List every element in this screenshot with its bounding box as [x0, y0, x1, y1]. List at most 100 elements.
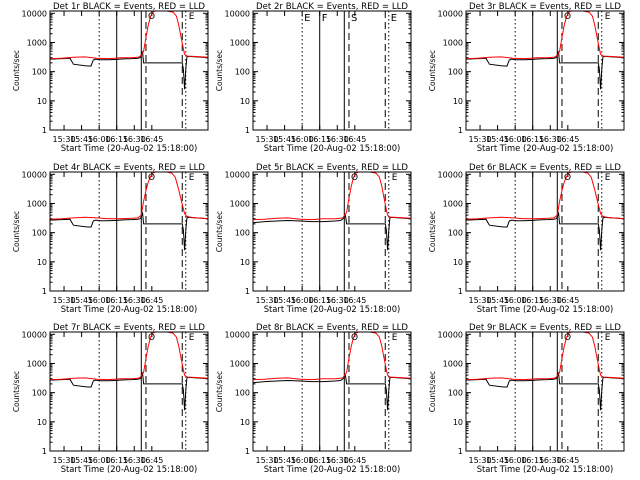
x-tick-label: 16:15	[308, 296, 331, 305]
flare-marker-glyph: E	[189, 173, 195, 183]
x-tick-label: 15:45	[70, 456, 93, 465]
panel-title: Det 5r BLACK = Events, RED = LLD	[256, 163, 408, 173]
plot-frame	[252, 10, 412, 131]
x-tick-label: 16:00	[88, 456, 111, 465]
plot-frame	[49, 331, 209, 452]
y-tick-label: 1	[42, 126, 47, 135]
y-tick-label: 1	[42, 447, 47, 456]
x-tick-label: 16:30	[539, 456, 562, 465]
events-curve	[466, 372, 624, 411]
flare-marker-glyph: E	[392, 173, 398, 183]
y-axis-label: Counts/sec	[12, 211, 21, 252]
x-tick-label: 15:45	[486, 135, 509, 144]
flare-marker-glyph: E	[605, 12, 611, 22]
x-tick-label: 16:00	[504, 296, 527, 305]
y-tick-label: 10	[240, 418, 250, 427]
x-axis-label: Start Time (20-Aug-02 15:18:00)	[61, 143, 198, 153]
lld-curve	[50, 332, 208, 381]
x-tick-label: 16:15	[105, 135, 128, 144]
y-tick-label: 10	[37, 418, 47, 427]
plot-frame	[252, 331, 412, 452]
panel-det-3: Det 3r BLACK = Events, RED = LLD 1 10 100 10…	[428, 2, 625, 153]
y-tick-label: 10	[37, 97, 47, 106]
x-tick-label: 15:45	[70, 135, 93, 144]
time-marker-label: E	[391, 13, 397, 24]
y-tick-label: 100	[448, 229, 463, 238]
y-tick-label: 100	[32, 68, 47, 77]
y-tick-label: 100	[235, 389, 250, 398]
flare-marker-glyph: E	[189, 333, 195, 343]
x-axis-label: Start Time (20-Aug-02 15:18:00)	[61, 464, 198, 474]
y-tick-label: 1	[245, 287, 250, 296]
x-tick-label: 16:30	[123, 135, 146, 144]
flare-marker-glyph: O	[564, 173, 571, 183]
x-tick-label: 15:30	[469, 135, 492, 144]
y-tick-label: 1000	[27, 38, 47, 47]
y-tick-label: 1000	[230, 359, 250, 368]
y-axis-label: Counts/sec	[428, 211, 437, 252]
plot-frame	[252, 171, 412, 292]
y-tick-label: 10000	[438, 330, 463, 339]
x-tick-label: 16:45	[556, 456, 579, 465]
y-tick-label: 1	[42, 287, 47, 296]
x-tick-label: 15:45	[486, 456, 509, 465]
y-tick-label: 100	[32, 229, 47, 238]
x-tick-label: 15:45	[70, 296, 93, 305]
lld-curve	[253, 332, 411, 381]
y-tick-label: 1000	[230, 38, 250, 47]
x-tick-label: 16:30	[123, 456, 146, 465]
flare-marker-glyph: O	[148, 173, 155, 183]
panel-title: Det 4r BLACK = Events, RED = LLD	[53, 163, 205, 173]
x-tick-label: 16:00	[504, 456, 527, 465]
x-axis-label: Start Time (20-Aug-02 15:18:00)	[264, 464, 401, 474]
x-tick-label: 15:30	[53, 135, 76, 144]
y-tick-label: 1000	[443, 38, 463, 47]
panel-title: Det 1r BLACK = Events, RED = LLD	[53, 2, 205, 12]
y-tick-label: 1000	[230, 199, 250, 208]
x-tick-label: 16:15	[105, 456, 128, 465]
events-curve	[466, 212, 624, 251]
flare-marker-glyph: O	[351, 173, 358, 183]
y-tick-label: 1000	[27, 199, 47, 208]
panel-title: Det 2r BLACK = Events, RED = LLD	[256, 2, 408, 12]
y-tick-label: 10000	[438, 9, 463, 18]
y-tick-label: 1000	[27, 359, 47, 368]
y-tick-label: 100	[448, 389, 463, 398]
y-tick-label: 1	[458, 126, 463, 135]
panel-det-9: Det 9r BLACK = Events, RED = LLD 1 10 100 10…	[428, 323, 625, 474]
flare-marker-glyph: E	[605, 173, 611, 183]
x-axis-label: Start Time (20-Aug-02 15:18:00)	[61, 304, 198, 314]
plot-frame	[49, 171, 209, 292]
x-axis-label: Start Time (20-Aug-02 15:18:00)	[264, 304, 401, 314]
y-tick-label: 10	[240, 97, 250, 106]
flare-marker-glyph: E	[605, 333, 611, 343]
y-tick-label: 10	[37, 258, 47, 267]
x-tick-label: 15:45	[273, 135, 296, 144]
x-tick-label: 16:00	[88, 296, 111, 305]
y-tick-label: 10000	[22, 330, 47, 339]
lld-curve	[50, 172, 208, 220]
y-tick-label: 10	[240, 258, 250, 267]
x-tick-label: 16:30	[539, 135, 562, 144]
y-axis-label: Counts/sec	[215, 50, 224, 91]
x-tick-label: 16:45	[556, 296, 579, 305]
x-tick-label: 16:00	[291, 456, 314, 465]
x-tick-label: 16:15	[105, 296, 128, 305]
y-tick-label: 1	[245, 126, 250, 135]
lld-curve	[253, 172, 411, 221]
x-tick-label: 16:45	[556, 135, 579, 144]
x-tick-label: 15:30	[53, 456, 76, 465]
events-curve	[466, 51, 624, 90]
events-curve	[50, 212, 208, 251]
y-tick-label: 10000	[22, 170, 47, 179]
x-tick-label: 15:45	[486, 296, 509, 305]
x-tick-label: 16:00	[88, 135, 111, 144]
x-tick-label: 15:30	[469, 456, 492, 465]
x-tick-label: 16:45	[343, 296, 366, 305]
events-curve	[50, 51, 208, 90]
y-tick-label: 1	[245, 447, 250, 456]
time-marker-label: S	[351, 13, 357, 24]
x-axis-label: Start Time (20-Aug-02 15:18:00)	[477, 143, 614, 153]
panel-det-7: Det 7r BLACK = Events, RED = LLD 1 10 100 10…	[12, 323, 209, 474]
y-axis-label: Counts/sec	[428, 50, 437, 91]
